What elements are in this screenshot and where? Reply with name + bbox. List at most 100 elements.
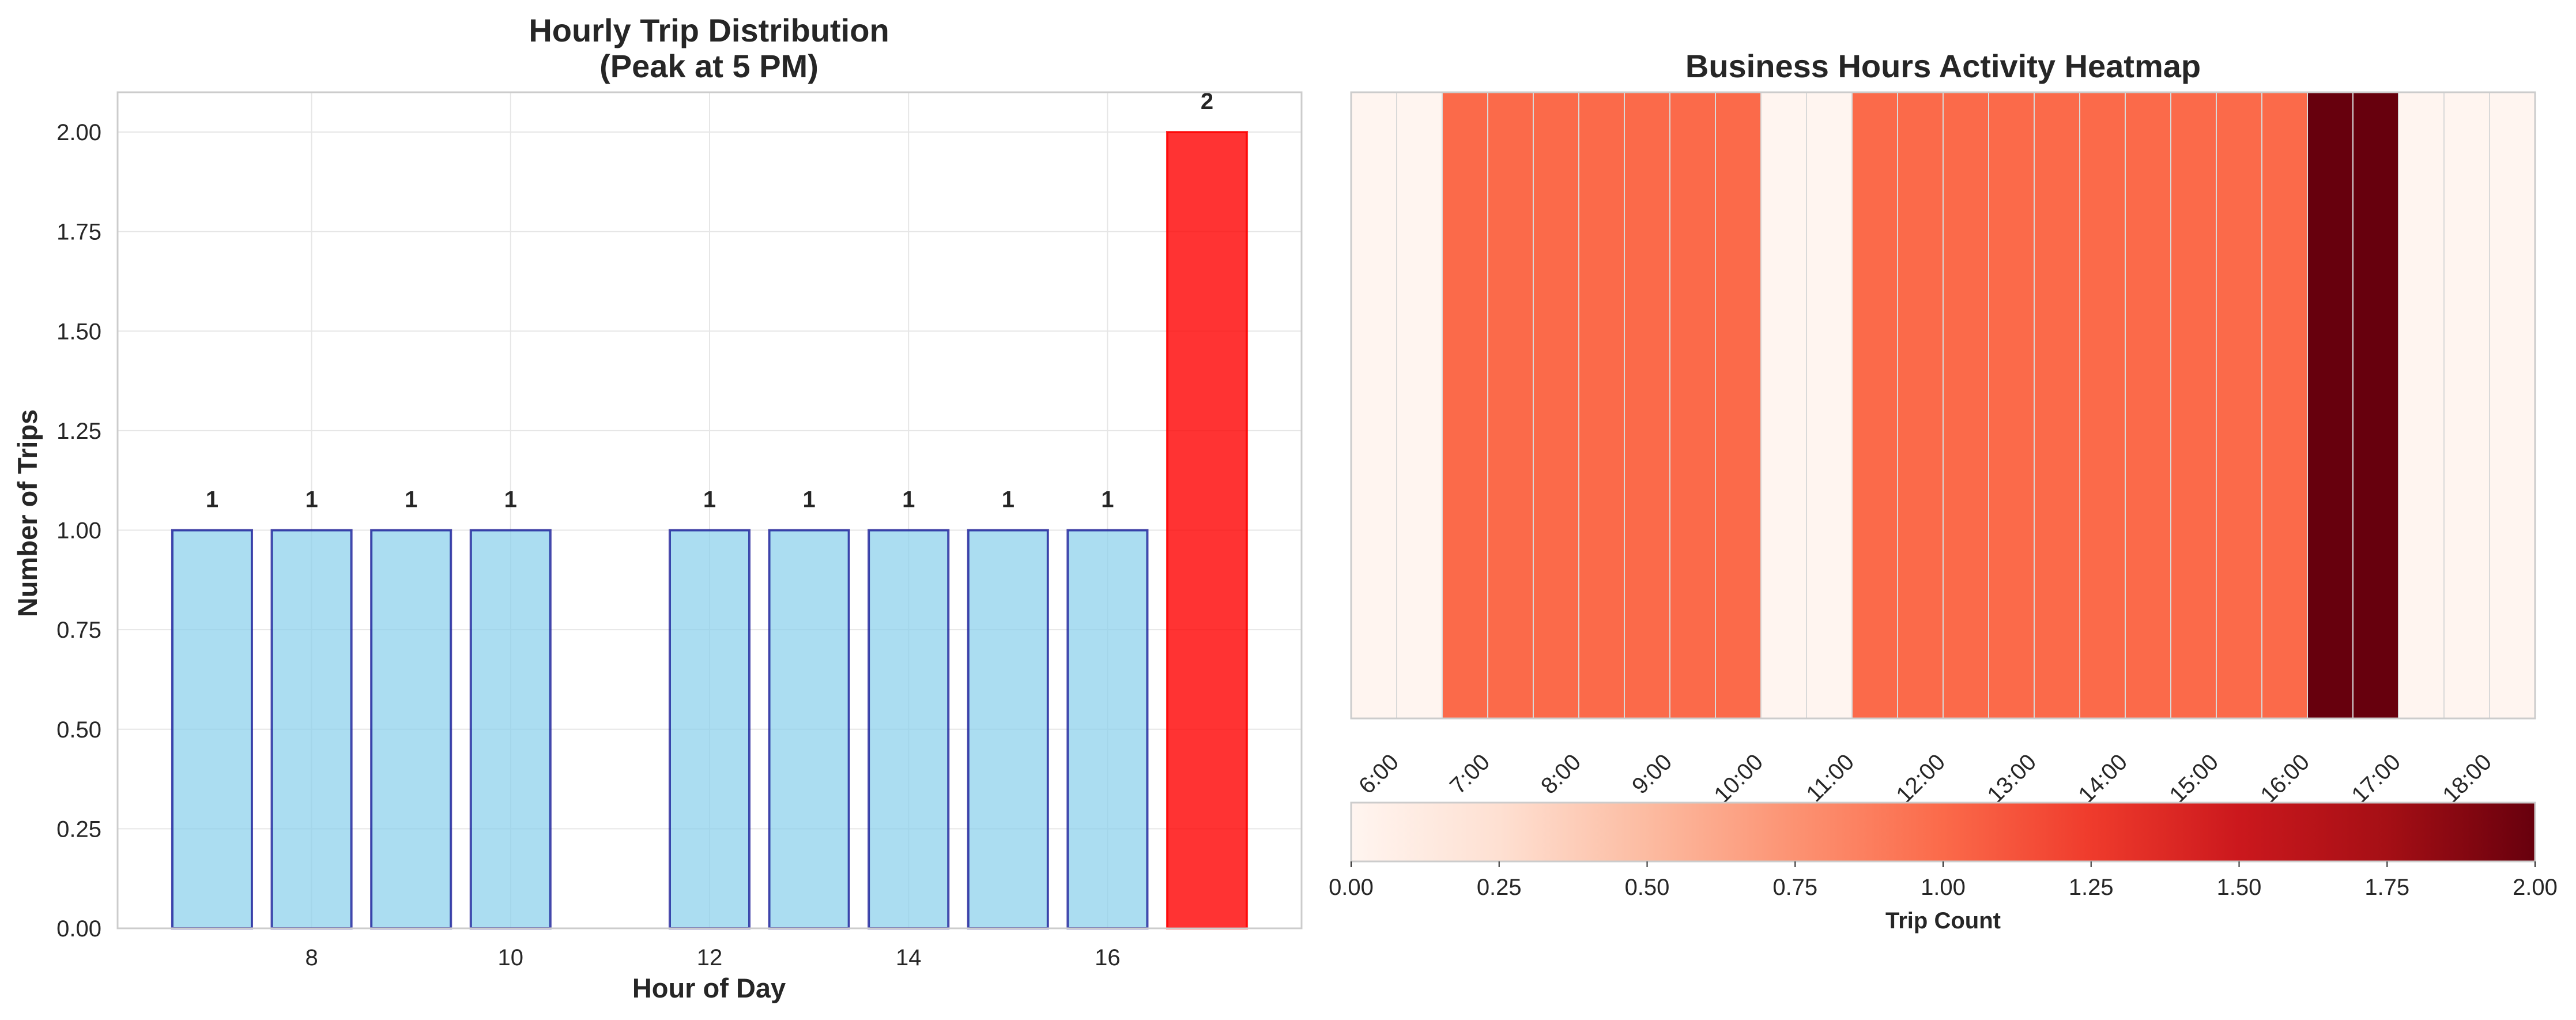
colorbar-tick-label: 1.25 bbox=[2069, 875, 2114, 900]
heatmap-cell-11 bbox=[1851, 92, 1898, 719]
bar-15 bbox=[967, 529, 1049, 929]
bar-chart-y-tick-label: 0.25 bbox=[56, 816, 101, 842]
bar-chart-y-ticks: 0.00 0.25 0.50 0.75 1.00 1.25 1.50 1.75 2.00 bbox=[56, 120, 101, 942]
bar-chart: Hourly Trip Distribution (Peak at 5 PM) … bbox=[12, 12, 1303, 1003]
bar-chart-y-tick-label: 2.00 bbox=[56, 120, 101, 145]
bar-chart-y-tick-label: 1.00 bbox=[56, 518, 101, 544]
heatmap-cell-15 bbox=[2034, 92, 2080, 719]
bar-data-label-16: 1 bbox=[1101, 487, 1114, 513]
colorbar bbox=[1350, 801, 2536, 863]
heatmap-frame bbox=[1350, 91, 2536, 720]
bar-chart-frame bbox=[116, 91, 1303, 929]
bar-chart-bars bbox=[171, 131, 1249, 930]
heatmap-x-tick-label: 12:00 bbox=[1891, 749, 1950, 808]
heatmap-cell-17 bbox=[2125, 92, 2171, 719]
bar-data-label-15: 1 bbox=[1002, 487, 1014, 513]
bar-chart-subtitle: (Peak at 5 PM) bbox=[599, 48, 819, 84]
heatmap-cell-24 bbox=[2443, 92, 2490, 719]
heatmap-cell-8 bbox=[1715, 92, 1762, 719]
colorbar-tick-label: 0.25 bbox=[1477, 875, 1522, 900]
heatmap-cell-13 bbox=[1943, 92, 1989, 719]
colorbar-tick-label: 1.50 bbox=[2217, 875, 2262, 900]
colorbar-tick-label: 0.00 bbox=[1329, 875, 1374, 900]
bar-8 bbox=[270, 529, 353, 929]
heatmap-x-tick-label: 15:00 bbox=[2164, 749, 2223, 808]
bar-data-label-17: 2 bbox=[1201, 89, 1213, 114]
heatmap-cell-9 bbox=[1760, 92, 1807, 719]
heatmap-x-tick-label: 17:00 bbox=[2347, 749, 2405, 808]
heatmap-x-ticks: 6:00 7:00 8:00 9:00 10:00 11:00 12:00 13:00 14:0… bbox=[1354, 749, 2496, 808]
colorbar-tick-label: 2.00 bbox=[2513, 875, 2558, 900]
bar-data-label-13: 1 bbox=[802, 487, 815, 513]
heatmap-cell-6 bbox=[1624, 92, 1670, 719]
heatmap-cell-22 bbox=[2352, 92, 2399, 719]
bar-16 bbox=[1066, 529, 1149, 929]
colorbar-tick-label: 0.75 bbox=[1772, 875, 1817, 900]
colorbar-ticks: 0.00 0.25 0.50 0.75 1.00 1.25 1.50 1.75 2.00 bbox=[1329, 861, 2558, 900]
bar-7 bbox=[171, 529, 254, 929]
heatmap-x-tick-label: 13:00 bbox=[1982, 749, 2041, 808]
heatmap-x-tick-label: 10:00 bbox=[1709, 749, 1768, 808]
bar-chart-x-tick-label: 16 bbox=[1095, 945, 1121, 970]
heatmap-chart: Business Hours Activity Heatmap 6:00 7:00… bbox=[1329, 48, 2558, 934]
colorbar-label: Trip Count bbox=[1885, 908, 2001, 934]
heatmap-cell-25 bbox=[2489, 92, 2536, 719]
bar-10 bbox=[469, 529, 552, 929]
heatmap-cell-20 bbox=[2261, 92, 2308, 719]
heatmap-x-tick-label: 16:00 bbox=[2256, 749, 2314, 808]
heatmap-cell-14 bbox=[1988, 92, 2035, 719]
bar-9 bbox=[370, 529, 452, 929]
heatmap-cell-18 bbox=[2170, 92, 2217, 719]
heatmap-cell-7 bbox=[1669, 92, 1716, 719]
heatmap-cell-21 bbox=[2307, 92, 2354, 719]
bar-chart-y-tick-label: 0.75 bbox=[56, 618, 101, 643]
bar-data-label-8: 1 bbox=[305, 487, 318, 513]
bar-chart-y-tick-label: 0.50 bbox=[56, 717, 101, 743]
bar-chart-y-tick-label: 1.25 bbox=[56, 419, 101, 444]
heatmap-cell-2 bbox=[1442, 92, 1488, 719]
bar-chart-title: Hourly Trip Distribution bbox=[529, 12, 889, 48]
bar-chart-y-tick-label: 1.50 bbox=[56, 319, 101, 344]
bar-chart-data-labels: 1 1 1 1 1 1 1 1 1 2 bbox=[206, 89, 1213, 512]
bar-chart-x-axis-label: Hour of Day bbox=[632, 973, 786, 1003]
bar-chart-y-axis-label: Number of Trips bbox=[12, 409, 43, 617]
heatmap-x-tick-label: 9:00 bbox=[1627, 749, 1677, 799]
heatmap-x-tick-label: 7:00 bbox=[1445, 749, 1495, 799]
bar-data-label-14: 1 bbox=[902, 487, 915, 513]
bar-chart-y-tick-label: 1.75 bbox=[56, 220, 101, 245]
heatmap-cell-1 bbox=[1396, 92, 1443, 719]
bar-chart-x-tick-label: 8 bbox=[305, 945, 318, 970]
bar-chart-y-tick-label: 0.00 bbox=[56, 916, 101, 942]
heatmap-cell-16 bbox=[2079, 92, 2126, 719]
heatmap-cell-0 bbox=[1351, 92, 1397, 719]
bar-chart-x-tick-label: 12 bbox=[697, 945, 723, 970]
colorbar-tick-label: 1.75 bbox=[2364, 875, 2409, 900]
bar-17 bbox=[1166, 131, 1249, 930]
bar-13 bbox=[768, 529, 850, 929]
heatmap-cells bbox=[1351, 92, 2536, 719]
heatmap-x-tick-label: 18:00 bbox=[2438, 749, 2496, 808]
bar-data-label-12: 1 bbox=[703, 487, 716, 513]
bar-chart-x-ticks: 8 10 12 14 16 bbox=[305, 945, 1120, 970]
heatmap-x-tick-label: 6:00 bbox=[1354, 749, 1404, 799]
heatmap-cell-10 bbox=[1806, 92, 1853, 719]
heatmap-cell-3 bbox=[1487, 92, 1534, 719]
bar-data-label-9: 1 bbox=[405, 487, 417, 513]
heatmap-cell-4 bbox=[1533, 92, 1579, 719]
bar-data-label-10: 1 bbox=[504, 487, 517, 513]
heatmap-cell-12 bbox=[1897, 92, 1944, 719]
heatmap-cell-5 bbox=[1578, 92, 1625, 719]
bar-chart-x-tick-label: 14 bbox=[896, 945, 922, 970]
colorbar-tick-label: 0.50 bbox=[1625, 875, 1670, 900]
heatmap-x-tick-label: 14:00 bbox=[2073, 749, 2132, 808]
heatmap-cell-19 bbox=[2216, 92, 2262, 719]
bar-14 bbox=[868, 529, 950, 929]
colorbar-tick-label: 1.00 bbox=[1921, 875, 1966, 900]
bar-chart-x-tick-label: 10 bbox=[498, 945, 524, 970]
heatmap-x-tick-label: 8:00 bbox=[1536, 749, 1586, 799]
bar-data-label-7: 1 bbox=[206, 487, 218, 513]
bar-12 bbox=[668, 529, 751, 929]
heatmap-cell-23 bbox=[2398, 92, 2445, 719]
heatmap-title: Business Hours Activity Heatmap bbox=[1685, 48, 2201, 84]
